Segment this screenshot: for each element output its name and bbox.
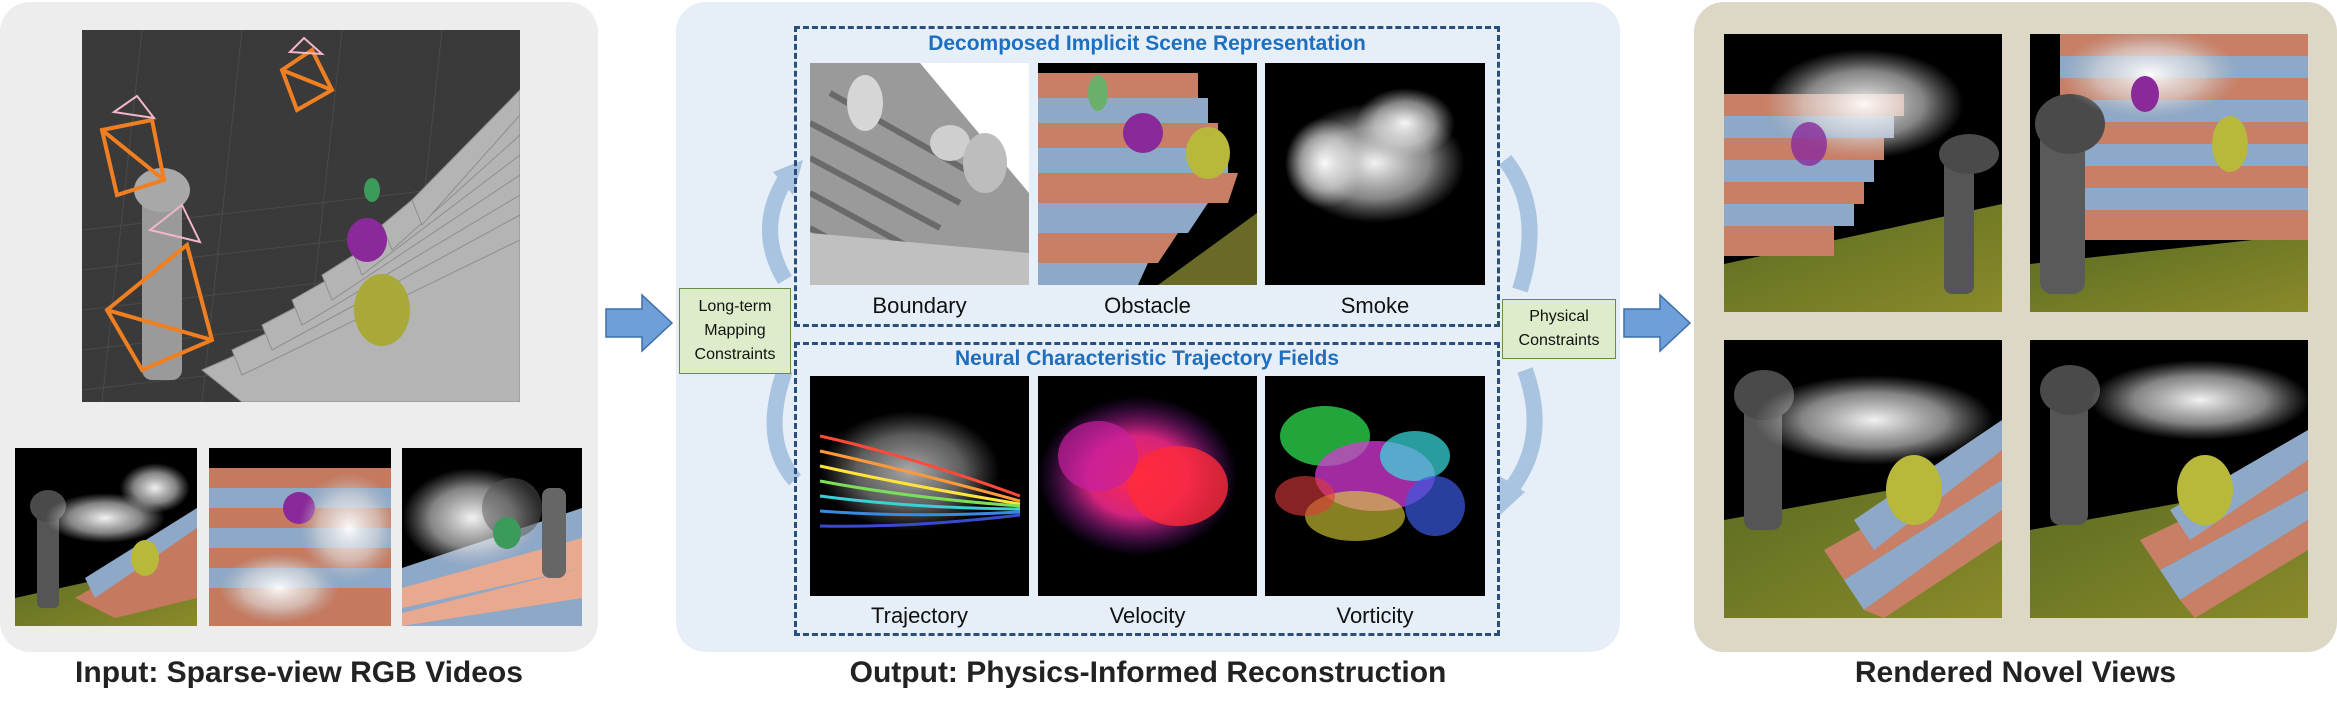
rendered-caption: Rendered Novel Views [1854, 656, 2177, 689]
scene-box-title: Decomposed Implicit Scene Representation [928, 32, 1366, 55]
smoke-image [1265, 63, 1485, 285]
novel-view-3 [1724, 340, 2002, 618]
constraint-line: Long-term [698, 298, 772, 315]
right-arrow-icon [604, 293, 674, 353]
scene-representation-box [794, 26, 1500, 327]
physical-constraints: Physical Constraints [1502, 299, 1616, 359]
constraint-line: Constraints [1518, 332, 1600, 349]
scene-item-label: Smoke [1340, 293, 1410, 318]
trajectory-item-label: Velocity [1109, 603, 1186, 628]
trajectory-item-label: Vorticity [1336, 603, 1414, 628]
trajectory-image [810, 376, 1029, 596]
novel-view-2 [2030, 34, 2308, 312]
constraint-line: Mapping [704, 322, 766, 339]
scene-item-label: Obstacle [1104, 293, 1191, 318]
curved-arrow-icon [1490, 140, 1560, 520]
novel-view-4 [2030, 340, 2308, 618]
scene-item-label: Boundary [872, 293, 967, 318]
trajectory-box-title: Neural Characteristic Trajectory Fields [955, 347, 1339, 370]
input-frame-1 [15, 448, 197, 626]
constraint-line: Constraints [694, 346, 776, 363]
input-caption: Input: Sparse-view RGB Videos [75, 656, 523, 689]
constraint-line: Physical [1529, 308, 1589, 325]
input-frame-3 [402, 448, 582, 626]
velocity-image [1038, 376, 1257, 596]
trajectory-fields-box [794, 342, 1500, 636]
long-term-mapping-constraints: Long-term Mapping Constraints [679, 288, 791, 374]
obstacle-image [1038, 63, 1257, 285]
input-scene-view [82, 30, 520, 402]
vorticity-image [1265, 376, 1485, 596]
boundary-image [810, 63, 1029, 285]
output-caption: Output: Physics-Informed Reconstruction [849, 656, 1447, 689]
novel-view-1 [1724, 34, 2002, 312]
right-arrow-icon [1622, 293, 1692, 353]
input-frame-2 [209, 448, 391, 626]
trajectory-item-label: Trajectory [871, 603, 968, 628]
